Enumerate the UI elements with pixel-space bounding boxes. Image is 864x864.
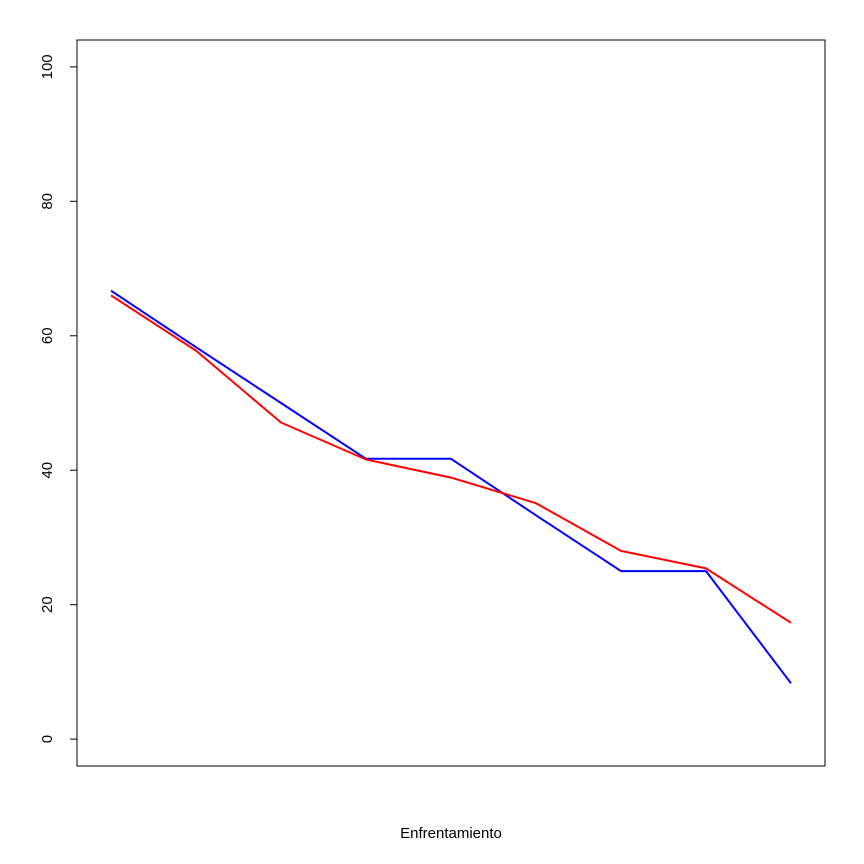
y-tick-label: 100 [39, 54, 56, 79]
y-tick-label: 20 [39, 596, 56, 613]
y-tick-label: 40 [39, 462, 56, 479]
series-line-2 [110, 294, 792, 624]
y-tick-label: 60 [39, 327, 56, 344]
y-tick-label: 0 [39, 735, 56, 743]
series-layer [110, 289, 792, 684]
y-tick-label: 80 [39, 193, 56, 210]
y-axis: 0 20 40 60 80 100 [39, 54, 78, 743]
plot-frame [76, 39, 826, 767]
series-line-1 [110, 289, 792, 684]
x-axis-title: Enfrentamiento [400, 825, 502, 842]
